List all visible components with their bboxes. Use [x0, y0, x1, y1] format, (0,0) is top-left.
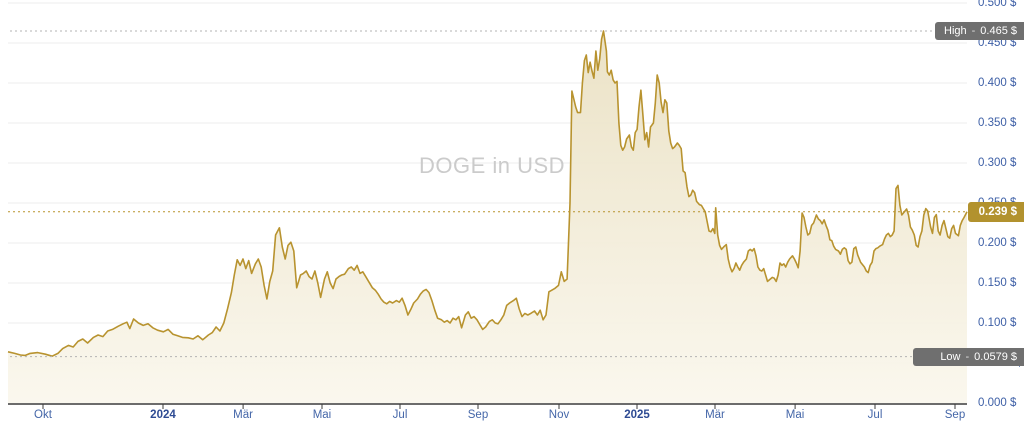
low-badge-separator: - — [965, 351, 970, 363]
low-badge-value: 0.0579 $ — [974, 351, 1017, 363]
high-badge-value: 0.465 $ — [980, 25, 1017, 37]
low-badge-label: Low — [940, 351, 961, 363]
chart-watermark: DOGE in USD — [418, 153, 566, 178]
current-price-value: 0.239 $ — [978, 206, 1017, 218]
high-badge: High -0.465 $ — [935, 22, 1024, 40]
low-badge: Low -0.0579 $ — [913, 348, 1024, 366]
high-badge-separator: - — [971, 25, 976, 37]
price-area — [8, 31, 967, 403]
price-line — [7, 30, 968, 357]
current-price-badge: 0.239 $ — [968, 202, 1024, 222]
high-badge-label: High — [944, 25, 967, 37]
